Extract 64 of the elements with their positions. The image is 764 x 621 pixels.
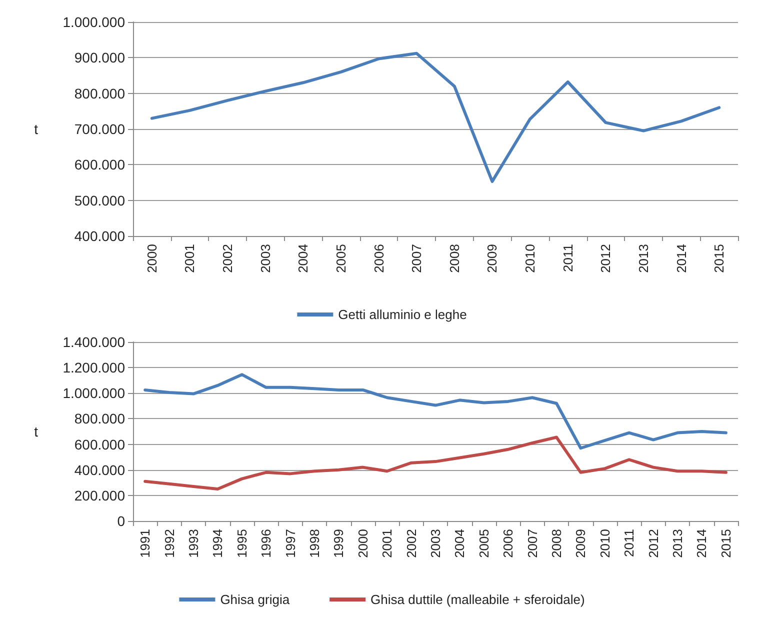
y-tick-label: 600.000 — [74, 436, 126, 452]
x-tick-label: 2003 — [258, 244, 273, 273]
x-tick-label: 2015 — [718, 529, 734, 558]
legend-label: Ghisa duttile (malleabile + sferoidale) — [370, 592, 585, 607]
x-tick-label: 2002 — [220, 244, 236, 273]
line-series — [144, 436, 728, 491]
x-tick-label: 2013 — [636, 244, 651, 273]
line-series — [150, 52, 721, 183]
x-tick-label: 2012 — [646, 529, 661, 558]
y-tick-label: 600.000 — [74, 156, 126, 173]
y-tick-label: 1.200.000 — [62, 360, 126, 376]
y-axis-title: t — [34, 121, 38, 137]
y-tick-label: 500.000 — [74, 192, 126, 208]
x-tick-label: 1996 — [258, 529, 274, 558]
x-tick-label: 2004 — [452, 529, 468, 558]
line-series — [144, 373, 728, 450]
x-tick-label: 2005 — [333, 244, 348, 273]
y-axis-title: t — [34, 424, 38, 440]
x-tick-label: 2014 — [694, 529, 710, 558]
x-tick-label: 2008 — [549, 529, 564, 558]
x-tick-label: 2002 — [404, 529, 419, 558]
y-tick-label: 400.000 — [74, 462, 126, 478]
x-tick-label: 1992 — [162, 529, 177, 558]
x-tick-label: 1994 — [210, 529, 226, 558]
x-tick-label: 1993 — [186, 529, 201, 558]
x-tick-label: 1997 — [282, 529, 298, 558]
x-tick-label: 2006 — [500, 529, 516, 558]
x-tick-label: 1999 — [331, 529, 346, 558]
x-tick-label: 2011 — [622, 529, 637, 557]
y-tick-label: 700.000 — [74, 121, 126, 137]
y-tick-label: 800.000 — [74, 85, 126, 102]
legend-label: Ghisa grigia — [220, 592, 290, 607]
y-tick-label: 0 — [117, 513, 126, 529]
y-tick-label: 200.000 — [74, 487, 126, 504]
x-tick-label: 2003 — [428, 529, 443, 558]
y-tick-label: 1.000.000 — [62, 385, 126, 402]
legend-label: Getti alluminio e leghe — [338, 307, 467, 322]
x-tick-label: 1998 — [307, 529, 322, 558]
x-tick-label: 2000 — [355, 529, 370, 558]
y-tick-label: 900.000 — [74, 50, 126, 66]
x-tick-label: 2015 — [712, 244, 727, 273]
y-tick-label: 1.000.000 — [62, 14, 126, 30]
x-tick-label: 2014 — [674, 244, 689, 273]
x-tick-label: 2013 — [670, 529, 685, 558]
x-tick-label: 2004 — [296, 244, 311, 273]
x-tick-label: 2010 — [597, 529, 612, 558]
y-tick-label: 1.400.000 — [62, 334, 126, 350]
x-tick-label: 2007 — [524, 529, 540, 558]
x-tick-label: 2001 — [182, 244, 198, 273]
y-tick-label: 800.000 — [74, 410, 126, 427]
x-tick-label: 2007 — [409, 244, 424, 273]
x-tick-label: 2010 — [522, 244, 538, 273]
x-tick-label: 2011 — [560, 244, 576, 272]
x-tick-label: 2000 — [144, 244, 160, 273]
y-tick-label: 400.000 — [74, 228, 126, 244]
x-tick-label: 1995 — [234, 529, 250, 558]
x-tick-label: 2009 — [484, 244, 500, 273]
x-tick-label: 2005 — [476, 529, 492, 558]
x-tick-label: 2009 — [573, 529, 588, 558]
x-tick-label: 2012 — [598, 244, 614, 273]
x-tick-label: 2001 — [380, 529, 395, 558]
x-tick-label: 1991 — [138, 529, 153, 558]
x-tick-label: 2006 — [371, 244, 386, 273]
x-tick-label: 2008 — [446, 244, 462, 273]
